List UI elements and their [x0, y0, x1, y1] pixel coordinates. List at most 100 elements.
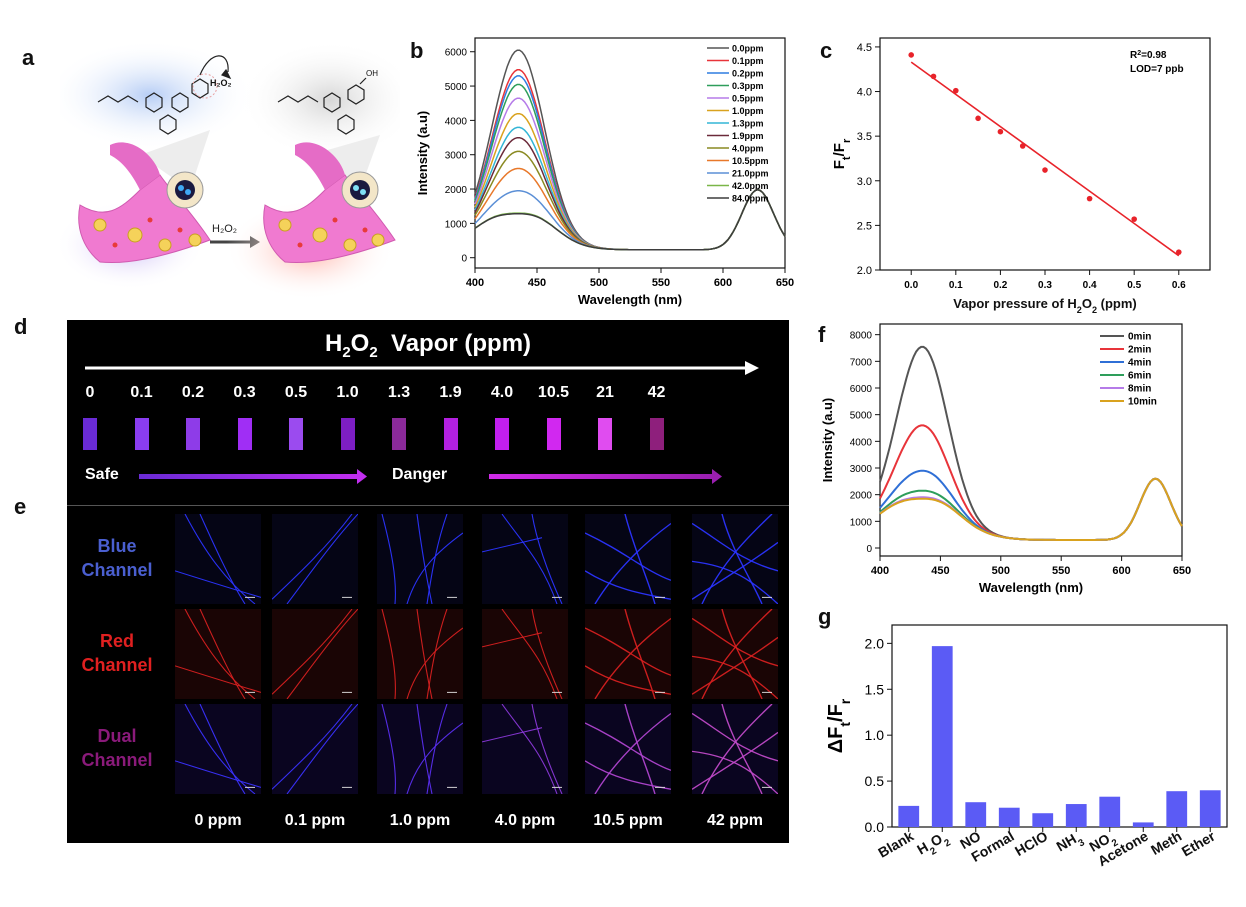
y-axis-label: Intensity (a.u) — [415, 111, 430, 196]
x-tick-label: 550 — [652, 277, 670, 289]
safe-label: Safe — [85, 466, 119, 483]
category-label: Ether — [1179, 827, 1218, 859]
legend-entry: 84.0ppm — [732, 194, 769, 204]
fiber-line — [585, 627, 671, 676]
legend-entry: 10min — [1128, 397, 1157, 408]
concentration-label: 0.1 — [130, 384, 153, 401]
fiber-line — [416, 514, 433, 604]
x-tick-label: 450 — [528, 277, 546, 289]
panel-label-a: a — [22, 45, 35, 70]
annotation-lod: LOD=7 ppb — [1130, 64, 1184, 75]
legend-entry: 0.3ppm — [732, 81, 764, 91]
data-point — [953, 87, 959, 94]
fiber-line — [184, 514, 256, 604]
legend-entry: 1.0ppm — [732, 106, 764, 116]
concentration-label: 1.0 — [336, 384, 359, 401]
fiber-line — [721, 514, 763, 604]
y-axis-label: Intensity (a.u) — [820, 398, 835, 483]
danger-arrow — [712, 469, 722, 484]
y-tick-label: 1000 — [850, 517, 873, 528]
channel-label: Blue Channel — [81, 536, 153, 580]
panel-label-d: d — [14, 314, 28, 339]
annotation-r2: R2=0.98 — [1130, 50, 1167, 62]
legend-entry: 0.1ppm — [732, 56, 764, 66]
fiber-line — [624, 514, 656, 604]
panel-label-e: e — [14, 494, 27, 519]
x-tick-label: 0.1 — [949, 280, 963, 291]
fiber-line — [426, 704, 448, 794]
fiber-line — [286, 609, 358, 699]
bar-H2O2 — [931, 646, 953, 827]
concentration-label: 1.9 — [439, 384, 462, 401]
channel-label: Dual Channel — [81, 726, 153, 770]
bar-Ether — [1199, 790, 1221, 827]
bar-NO — [965, 802, 987, 827]
legend-entry: 0.0ppm — [732, 44, 764, 54]
x-axis-label: Wavelength (nm) — [979, 580, 1083, 595]
x-tick-label: 0.6 — [1172, 280, 1186, 291]
y-tick-label: 3.5 — [857, 131, 872, 143]
color-swatch — [289, 418, 303, 450]
legend-entry: 21.0ppm — [732, 169, 769, 179]
legend-entry: 2min — [1128, 345, 1151, 356]
x-tick-label: 650 — [776, 277, 794, 289]
y-tick-label: 2000 — [445, 185, 468, 196]
y-axis-label: ΔFt/Fr — [825, 698, 853, 753]
category-label: HClO — [1012, 828, 1050, 859]
y-tick-label: 6000 — [850, 384, 873, 395]
fiber-line — [482, 727, 543, 743]
fiber-line — [701, 514, 773, 604]
x-tick-label: 650 — [1173, 565, 1191, 577]
x-tick-label: 0.5 — [1127, 280, 1141, 291]
vessel-left — [78, 174, 211, 264]
fiber-line — [585, 532, 671, 581]
micrograph — [272, 609, 358, 699]
fiber-line — [199, 609, 246, 699]
vessel-right — [263, 174, 396, 264]
data-point — [1019, 143, 1026, 149]
fiber-line — [594, 522, 671, 604]
bar-Formal — [998, 807, 1020, 827]
legend-entry: 0.2ppm — [732, 69, 764, 79]
data-point — [1175, 249, 1182, 255]
fit-line — [910, 61, 1180, 257]
fiber-line — [692, 522, 778, 572]
series-line-10min — [879, 477, 1183, 541]
vapor-axis-arrow — [745, 361, 759, 375]
y-tick-label: 4000 — [445, 116, 468, 127]
y-tick-label: 4.5 — [857, 42, 872, 54]
x-tick-label: 600 — [1112, 565, 1130, 577]
x-axis-label: Wavelength (nm) — [578, 292, 682, 307]
color-swatch — [649, 418, 664, 450]
micrograph — [377, 609, 463, 699]
safe-arrow — [357, 469, 367, 484]
micrograph — [482, 609, 568, 699]
molecule-right — [277, 77, 367, 135]
y-tick-label: 0 — [866, 544, 872, 555]
micrograph — [175, 704, 261, 794]
legend-entry: 0.5ppm — [732, 94, 764, 104]
concentration-label: 10.5 — [537, 384, 570, 401]
fiber-line — [286, 514, 358, 604]
fiber-line — [406, 722, 463, 794]
bar-Meth — [1166, 791, 1188, 827]
fiber-line — [286, 704, 358, 794]
legend-entry: 1.9ppm — [732, 131, 764, 141]
y-tick-label: 3.0 — [857, 176, 872, 188]
fiber-line — [426, 609, 448, 699]
column-concentration-label: 0.1 ppm — [284, 812, 346, 829]
y-tick-label: 0.5 — [865, 773, 885, 789]
column-concentration-label: 1.0 ppm — [389, 812, 451, 829]
oh-label: OH — [366, 69, 378, 78]
legend-entry: 42.0ppm — [732, 181, 769, 191]
concentration-label: 0.5 — [284, 384, 308, 401]
fiber-line — [272, 704, 353, 790]
concentration-label: 21 — [596, 384, 614, 401]
y-tick-label: 0 — [461, 254, 467, 265]
y-tick-label: 5000 — [850, 411, 873, 422]
y-tick-label: 8000 — [850, 331, 873, 342]
panel-label-f: f — [818, 322, 826, 347]
fiber-line — [175, 665, 261, 693]
fiber-line — [701, 704, 773, 794]
fiber-line — [406, 532, 463, 604]
